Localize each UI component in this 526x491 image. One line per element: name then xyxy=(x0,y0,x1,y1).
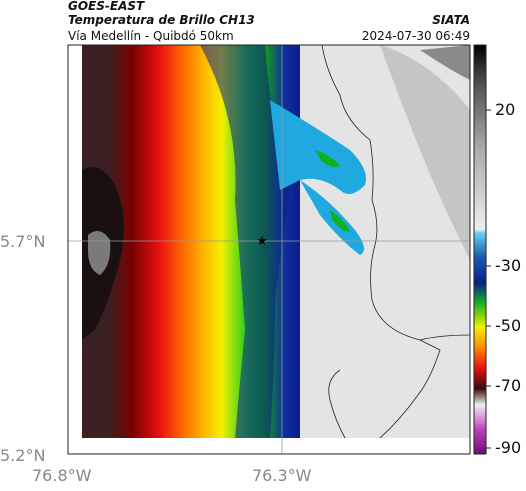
green-cloud-cell-2 xyxy=(330,210,350,232)
coastline xyxy=(321,45,441,439)
colorbar-label: -30 xyxy=(495,256,522,275)
cyan-cloud-tongue xyxy=(270,100,366,194)
coldest-cloud-top xyxy=(88,231,111,275)
product-title: Temperatura de Brillo CH13 xyxy=(68,13,255,27)
map-frame xyxy=(67,44,471,455)
lat-tick-label: 5.2°N xyxy=(0,446,46,465)
lon-tick-label: 76.8°W xyxy=(32,466,92,485)
datetime-label: 2024-07-30 06:49 xyxy=(361,29,470,43)
colorbar-label: 20 xyxy=(495,100,516,119)
cold-surface-region xyxy=(380,45,470,260)
border-line-2 xyxy=(419,334,470,341)
star-icon: ★ xyxy=(256,234,268,249)
satellite-title: GOES-EAST xyxy=(68,0,145,13)
lat-tick-label: 5.7°N xyxy=(0,232,46,251)
green-cloud-cell xyxy=(315,150,340,167)
border-line xyxy=(328,369,346,439)
colorbar-label: -90 xyxy=(495,438,522,457)
darker-gray-region xyxy=(420,45,470,80)
region-label: Vía Medellín - Quibdó 50km xyxy=(68,29,234,43)
colorbar-label: -50 xyxy=(495,316,522,335)
blue-cloud-band xyxy=(200,45,290,438)
organization-label: SIATA xyxy=(432,13,470,27)
colorbar xyxy=(473,44,487,455)
colorbar-label: -70 xyxy=(495,376,522,395)
lon-tick-label: 76.3°W xyxy=(252,466,312,485)
